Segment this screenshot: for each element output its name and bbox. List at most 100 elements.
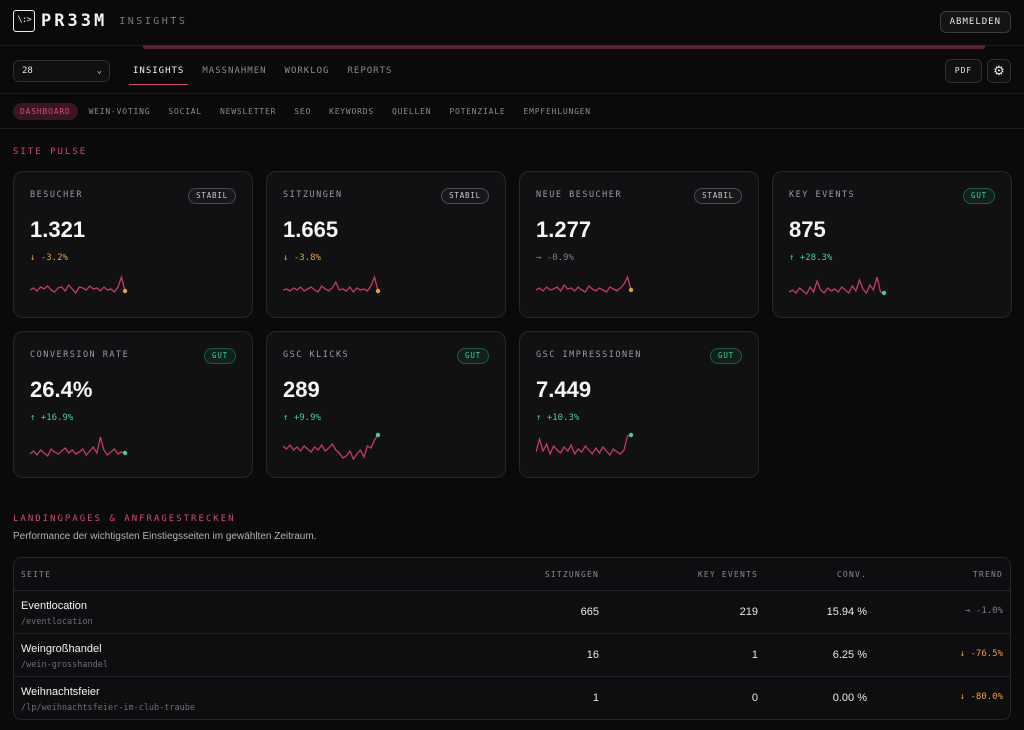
status-badge: STABIL xyxy=(694,188,742,204)
trend-cell: → -1.0% xyxy=(965,606,1003,616)
column-header-trend: TREND xyxy=(972,570,1003,579)
pdf-export-button[interactable]: PDF xyxy=(945,59,982,83)
kpi-label-sitzungen: SITZUNGEN xyxy=(283,190,343,200)
kpi-card[interactable]: GSC KLICKS GUT 289 ↑ +9.9% xyxy=(266,331,506,478)
kpi-value: 7.449 xyxy=(536,377,592,402)
site-pulse-title: SITE PULSE xyxy=(13,147,88,157)
subtab-keywords[interactable]: KEYWORDS xyxy=(329,106,375,116)
landingpages-title: LANDINGPAGES & ANFRAGESTRECKEN xyxy=(13,514,236,524)
kpi-value: 1.277 xyxy=(536,217,592,242)
subtab-potenziale[interactable]: POTENZIALE xyxy=(449,106,506,116)
sparkline-end-dot xyxy=(122,450,128,456)
kpi-delta-value: +16.9% xyxy=(40,413,74,423)
key-events-cell: 0 xyxy=(751,692,758,704)
trend-cell: ↓ -76.5% xyxy=(960,649,1003,659)
kpi-value: 1.321 xyxy=(30,217,86,242)
landingpages-subtitle: Performance der wichtigsten Einstiegssei… xyxy=(13,531,317,542)
kpi-delta: ↓ -3.2% xyxy=(30,253,68,263)
table-row[interactable]: Eventlocation/eventlocation 665 219 15.94 %… xyxy=(14,591,1010,634)
kpi-delta-value: +9.9% xyxy=(293,413,321,423)
tab-massnahmen[interactable]: MASSNAHMEN xyxy=(202,66,267,76)
kpi-card[interactable]: GSC IMPRESSIONEN GUT 7.449 ↑ +10.3% xyxy=(519,331,759,478)
kpi-delta: → -0.9% xyxy=(536,253,574,263)
key-events-cell: 1 xyxy=(751,649,758,661)
kpi-label-key-events: KEY EVENTS xyxy=(789,190,856,200)
kpi-delta: ↓ -3.8% xyxy=(283,253,321,263)
trend-arrow-icon: ↓ xyxy=(283,253,289,263)
kpi-card[interactable]: BESUCHER STABIL 1.321 ↓ -3.2% xyxy=(13,171,253,318)
page-path-cell: /eventlocation xyxy=(21,617,93,627)
kpi-label-gsc-impressionen: GSC IMPRESSIONEN xyxy=(536,350,642,360)
sparkline xyxy=(789,276,887,296)
subtab-empfehlungen[interactable]: EMPFEHLUNGEN xyxy=(523,106,591,116)
trend-value: -80.0% xyxy=(970,692,1003,702)
subtab-newsletter[interactable]: NEWSLETTER xyxy=(220,106,277,116)
page-title-cell: Weihnachtsfeier xyxy=(21,686,100,698)
column-header-seite: SEITE xyxy=(21,570,52,579)
subtab-seo[interactable]: SEO xyxy=(294,106,312,116)
page-path-cell: /lp/weihnachtsfeier-im-club-traube xyxy=(21,703,195,713)
conversion-cell: 0.00 % xyxy=(832,692,867,704)
period-select[interactable]: 28 ⌄ xyxy=(13,60,110,82)
sparkline-path xyxy=(30,436,126,458)
logo-text: PR33M xyxy=(41,11,108,31)
table-row[interactable]: Weihnachtsfeier/lp/weihnachtsfeier-im-cl… xyxy=(14,677,1010,719)
kpi-label-gsc-klicks: GSC KLICKS xyxy=(283,350,350,360)
page-path-cell: /wein-grosshandel xyxy=(21,660,108,670)
status-badge: GUT xyxy=(457,348,489,364)
subtab-social[interactable]: SOCIAL xyxy=(168,106,203,116)
trend-value: -1.0% xyxy=(975,606,1003,616)
kpi-value: 289 xyxy=(283,377,320,402)
main-tabs: INSIGHTS MASSNAHMEN WORKLOG REPORTS xyxy=(124,49,401,94)
sessions-cell: 665 xyxy=(580,606,599,618)
sparkline xyxy=(30,274,128,295)
page-title-cell: Weingroßhandel xyxy=(21,643,102,655)
status-badge: STABIL xyxy=(188,188,236,204)
column-header-sitzungen: SITZUNGEN xyxy=(544,570,599,579)
conversion-cell: 15.94 % xyxy=(826,606,867,618)
sparkline xyxy=(30,436,128,458)
sub-nav: DASHBOARD WEIN-VOTING SOCIAL NEWSLETTER … xyxy=(0,94,1024,129)
table-row[interactable]: Weingroßhandel/wein-grosshandel 16 1 6.25 %… xyxy=(14,634,1010,677)
trend-arrow-icon: ↓ xyxy=(959,692,966,702)
period-select-value: 28 xyxy=(22,66,33,76)
kpi-label-neue-besucher: NEUE BESUCHER xyxy=(536,190,623,200)
kpi-card[interactable]: KEY EVENTS GUT 875 ↑ +28.3% xyxy=(772,171,1012,318)
page-title-cell: Eventlocation xyxy=(21,600,88,612)
kpi-delta-value: +10.3% xyxy=(546,413,580,423)
kpi-card[interactable]: CONVERSION RATE GUT 26.4% ↑ +16.9% xyxy=(13,331,253,478)
tab-insights[interactable]: INSIGHTS xyxy=(124,49,193,94)
table-header: SEITE SITZUNGEN KEY EVENTS CONV. TREND xyxy=(14,558,1010,591)
sparkline-path xyxy=(283,274,379,294)
kpi-delta-value: -0.9% xyxy=(546,253,574,263)
logout-button[interactable]: ABMELDEN xyxy=(939,11,1011,33)
kpi-delta: ↑ +16.9% xyxy=(30,413,73,423)
app-header: \:> PR33M INSIGHTS ABMELDEN xyxy=(0,0,1024,46)
kpi-card[interactable]: SITZUNGEN STABIL 1.665 ↓ -3.8% xyxy=(266,171,506,318)
subtab-dashboard[interactable]: DASHBOARD xyxy=(13,102,78,120)
key-events-cell: 219 xyxy=(739,606,758,618)
subtab-wein-voting[interactable]: WEIN-VOTING xyxy=(88,106,151,116)
kpi-label-conversion-rate: CONVERSION RATE xyxy=(30,350,130,360)
trend-arrow-icon: ↑ xyxy=(30,413,36,423)
gear-icon: ⚙ xyxy=(993,63,1005,78)
column-header-conv: CONV. xyxy=(836,570,867,579)
sparkline xyxy=(536,432,634,457)
tab-reports[interactable]: REPORTS xyxy=(347,66,393,76)
logo[interactable]: \:> PR33M INSIGHTS xyxy=(13,10,187,32)
kpi-card[interactable]: NEUE BESUCHER STABIL 1.277 → -0.9% xyxy=(519,171,759,318)
column-header-key-events: KEY EVENTS xyxy=(697,570,758,579)
status-badge: GUT xyxy=(710,348,742,364)
sessions-cell: 16 xyxy=(586,649,599,661)
sparkline-end-dot xyxy=(628,432,634,438)
trend-cell: ↓ -80.0% xyxy=(960,692,1003,702)
loading-progress-fill xyxy=(143,45,985,49)
sparkline xyxy=(283,432,381,461)
status-badge: GUT xyxy=(204,348,236,364)
main-nav: 28 ⌄ INSIGHTS MASSNAHMEN WORKLOG REPORTS… xyxy=(0,49,1024,94)
sparkline xyxy=(536,275,634,293)
settings-button[interactable]: ⚙ xyxy=(987,59,1011,83)
subtab-quellen[interactable]: QUELLEN xyxy=(392,106,432,116)
tab-worklog[interactable]: WORKLOG xyxy=(284,66,330,76)
loading-progress-bar xyxy=(143,45,985,49)
